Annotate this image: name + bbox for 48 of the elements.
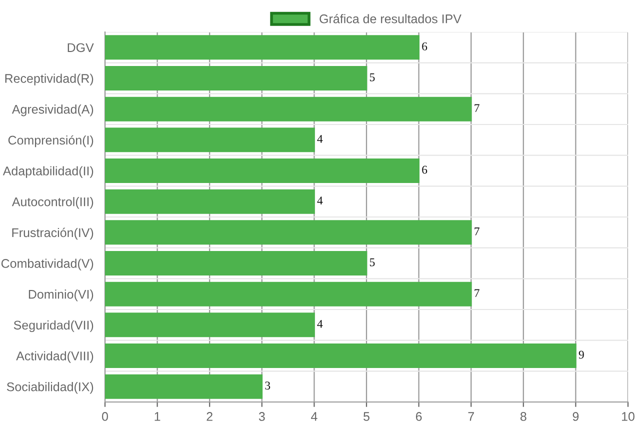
x-tick-label: 5 bbox=[364, 412, 370, 421]
data-label: 9 bbox=[578, 350, 584, 359]
bar bbox=[105, 374, 263, 399]
data-label: 5 bbox=[370, 258, 375, 266]
data-label: 7 bbox=[474, 289, 480, 297]
y-tick-label: Comprensión(I) bbox=[8, 135, 94, 148]
data-label: 4 bbox=[317, 320, 323, 328]
bar bbox=[105, 250, 368, 276]
bar bbox=[105, 35, 420, 60]
y-tick-label: Dominio(VI) bbox=[28, 290, 94, 302]
data-label: 6 bbox=[422, 42, 428, 50]
x-tick-label: 2 bbox=[206, 412, 212, 421]
y-tick-label: Agresividad(A) bbox=[12, 104, 94, 116]
data-label: 4 bbox=[317, 196, 323, 204]
legend-label: Gráfica de resultados IPV bbox=[320, 14, 462, 24]
y-tick-label: DGV bbox=[68, 43, 94, 52]
y-tick-label: Autocontrol(III) bbox=[12, 197, 94, 209]
x-tick-label: 8 bbox=[520, 412, 526, 421]
x-tick-label: 7 bbox=[468, 412, 474, 421]
data-label: 6 bbox=[422, 166, 428, 174]
x-tick-label: 4 bbox=[311, 412, 318, 421]
y-tick-label: Sociabilidad(IX) bbox=[6, 382, 94, 394]
x-tick-label: 10 bbox=[622, 412, 634, 421]
y-tick-label: Combatividad(V) bbox=[1, 258, 94, 270]
y-tick-label: Receptividad(R) bbox=[5, 74, 94, 86]
y-tick-label: Frustración(IV) bbox=[12, 228, 94, 240]
bar bbox=[105, 220, 472, 245]
data-label: 5 bbox=[370, 73, 375, 82]
data-label: 4 bbox=[317, 134, 323, 143]
data-label: 7 bbox=[474, 104, 480, 112]
data-label: 3 bbox=[265, 382, 270, 390]
bar bbox=[105, 312, 315, 338]
x-tick-label: 9 bbox=[572, 412, 579, 421]
x-tick-label: 1 bbox=[154, 412, 160, 421]
bar bbox=[105, 128, 315, 152]
x-tick-label: 3 bbox=[258, 412, 265, 421]
bar bbox=[105, 158, 420, 184]
x-tick-label: 6 bbox=[416, 412, 422, 421]
data-label: 7 bbox=[474, 228, 480, 236]
bar bbox=[105, 66, 368, 91]
bar bbox=[105, 282, 472, 306]
y-tick-label: Adaptabilidad(II) bbox=[2, 166, 94, 178]
y-tick-label: Actividad(VIII) bbox=[16, 351, 94, 363]
bar bbox=[105, 189, 315, 214]
y-tick-label: Seguridad(VII) bbox=[14, 320, 94, 332]
bar bbox=[105, 96, 472, 122]
bar bbox=[105, 343, 576, 368]
x-tick-label: 0 bbox=[102, 412, 108, 421]
